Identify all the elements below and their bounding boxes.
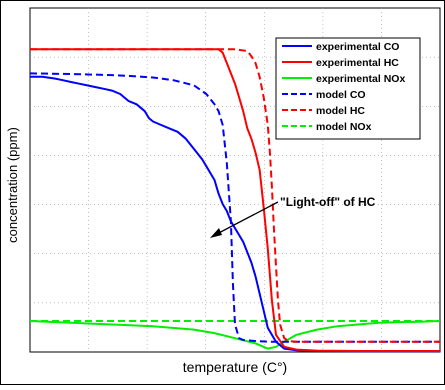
legend-label: experimental CO [316, 41, 399, 53]
legend-label: model NOx [316, 121, 372, 133]
legend-label: model HC [316, 105, 365, 117]
legend-label: experimental HC [316, 57, 399, 69]
legend-label: experimental NOx [316, 73, 405, 85]
light-off-annotation: "Light-off" of HC [280, 195, 376, 209]
annotation-arrow-line [212, 201, 279, 237]
grid [30, 8, 440, 352]
series-line-experimental-co [30, 75, 440, 353]
series-line-experimental-hc [30, 48, 440, 352]
legend: experimental CO experimental HC experiment… [275, 37, 421, 140]
series-line-model-hc [30, 48, 440, 343]
annotation-arrowhead [210, 228, 222, 238]
legend-label: model CO [316, 89, 366, 101]
series-group [29, 48, 441, 353]
series-line-model-co [29, 72, 440, 343]
x-axis-label: temperature (C°) [183, 359, 287, 375]
legend-box [275, 37, 421, 140]
series-line-experimental-nox [29, 320, 441, 350]
y-axis-label: concentration (ppm) [5, 127, 20, 243]
